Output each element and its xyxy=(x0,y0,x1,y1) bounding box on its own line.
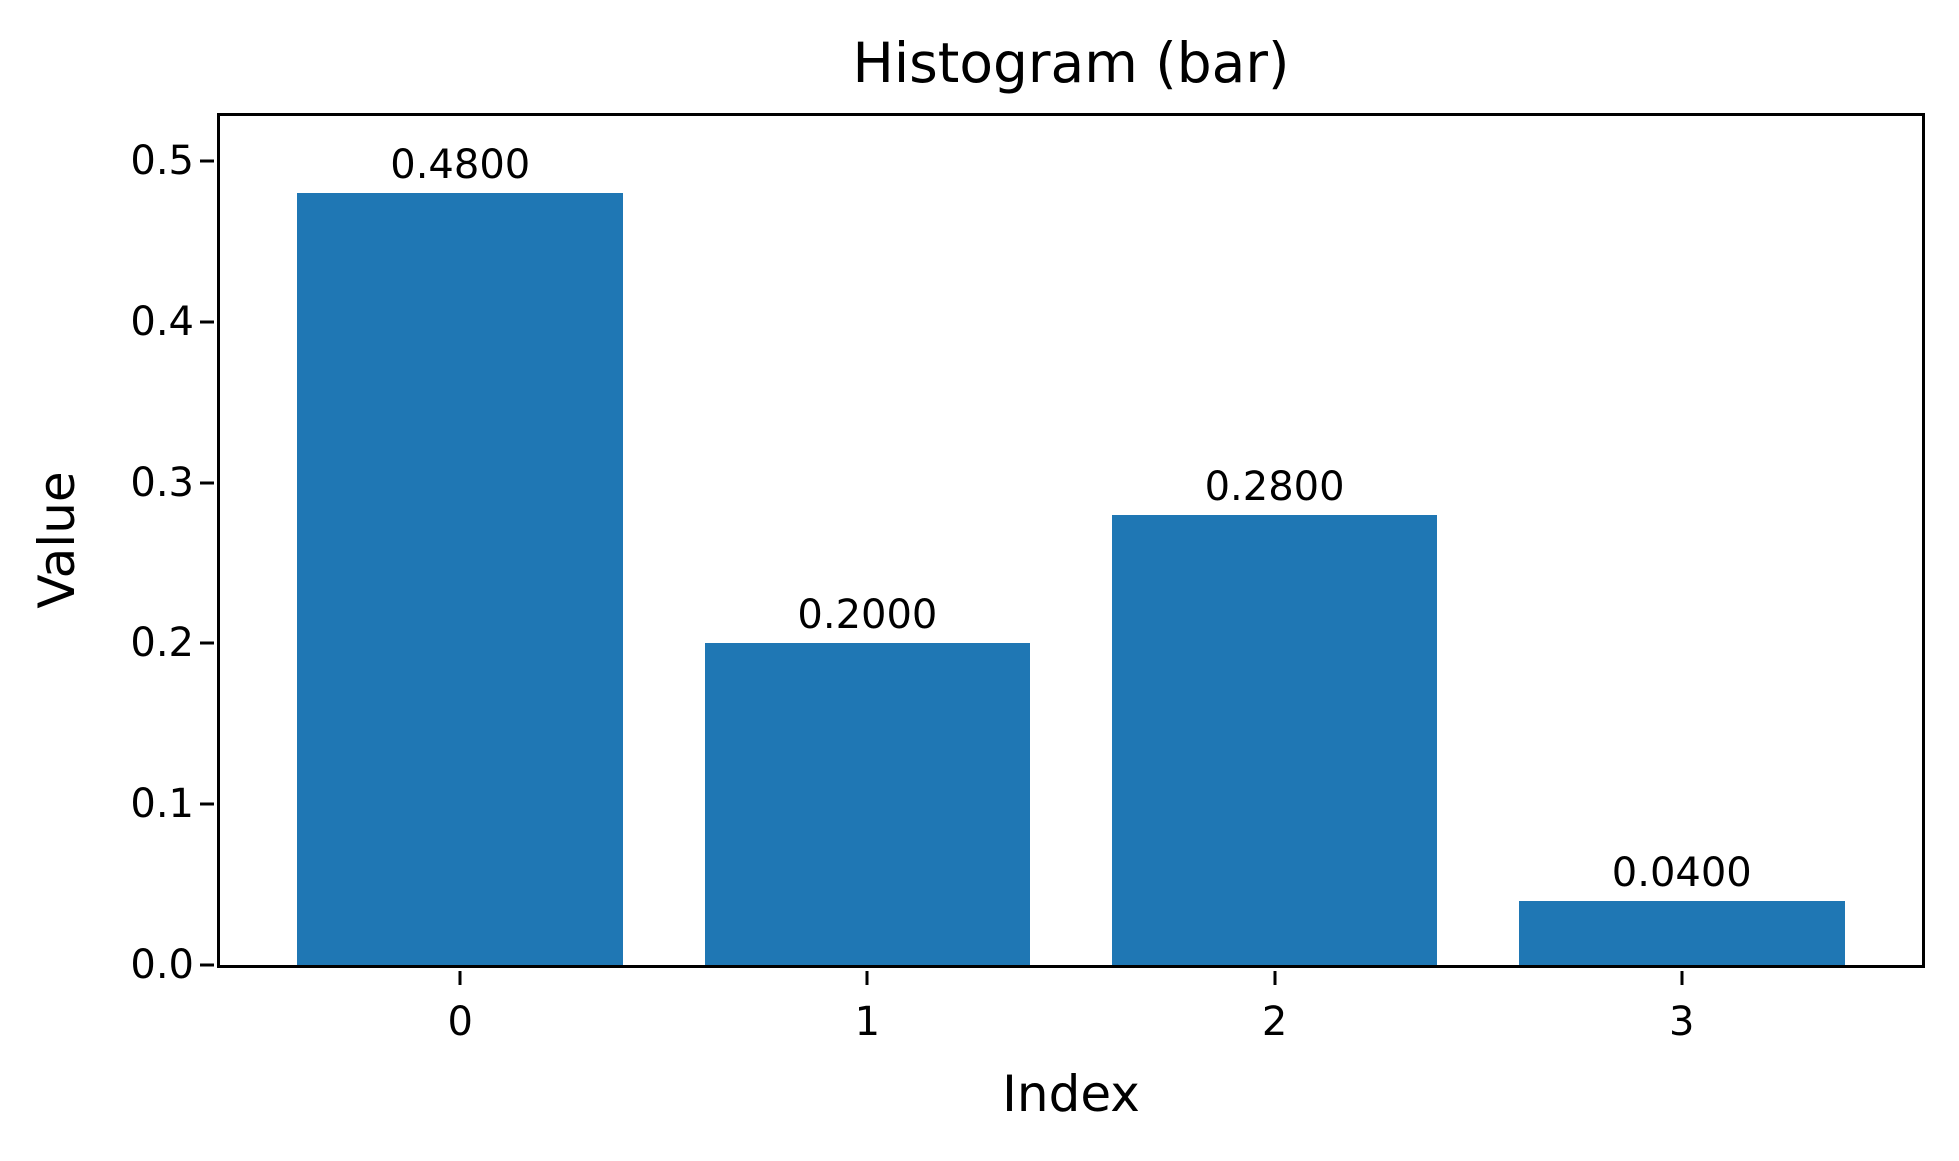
y-axis-tick xyxy=(200,641,214,645)
bar xyxy=(1518,900,1845,965)
plot-area: 0.4800 0 0.2000 1 0.2800 2 0.0400 3 0.0 0.1 0.2 0.3… xyxy=(130,113,1925,1045)
x-tick-label: 3 xyxy=(1669,999,1695,1045)
bar-value-label: 0.2000 xyxy=(797,592,938,639)
y-axis-tick xyxy=(200,963,214,967)
x-tick-label: 1 xyxy=(854,999,881,1045)
x-axis-tick xyxy=(1273,971,1277,985)
bar-value-label: 0.2800 xyxy=(1204,463,1345,510)
chart-title: Histogram (bar) xyxy=(852,31,1290,95)
y-tick-label: 0.5 xyxy=(130,138,194,185)
x-axis-tick xyxy=(458,971,462,985)
x-axis-label: Index xyxy=(1002,1065,1140,1123)
y-tick-label: 0.0 xyxy=(130,942,194,988)
bar xyxy=(704,643,1031,965)
bar-value-label: 0.4800 xyxy=(390,142,531,189)
y-tick-label: 0.3 xyxy=(130,459,194,506)
x-axis-tick xyxy=(865,971,869,985)
x-tick-label: 0 xyxy=(447,999,473,1045)
y-axis-tick xyxy=(200,159,214,163)
y-axis-tick xyxy=(200,802,214,806)
y-axis-tick xyxy=(200,320,214,324)
y-tick-label: 0.4 xyxy=(130,298,194,345)
y-axis-label: Value xyxy=(28,471,86,609)
y-axis-tick xyxy=(200,481,214,485)
x-tick-label: 2 xyxy=(1261,999,1288,1045)
y-tick-label: 0.2 xyxy=(130,620,194,667)
bar xyxy=(1111,514,1438,965)
bar-value-label: 0.0400 xyxy=(1611,849,1752,896)
y-tick-label: 0.1 xyxy=(130,781,194,828)
x-axis-tick xyxy=(1680,971,1684,985)
bar xyxy=(297,193,624,965)
